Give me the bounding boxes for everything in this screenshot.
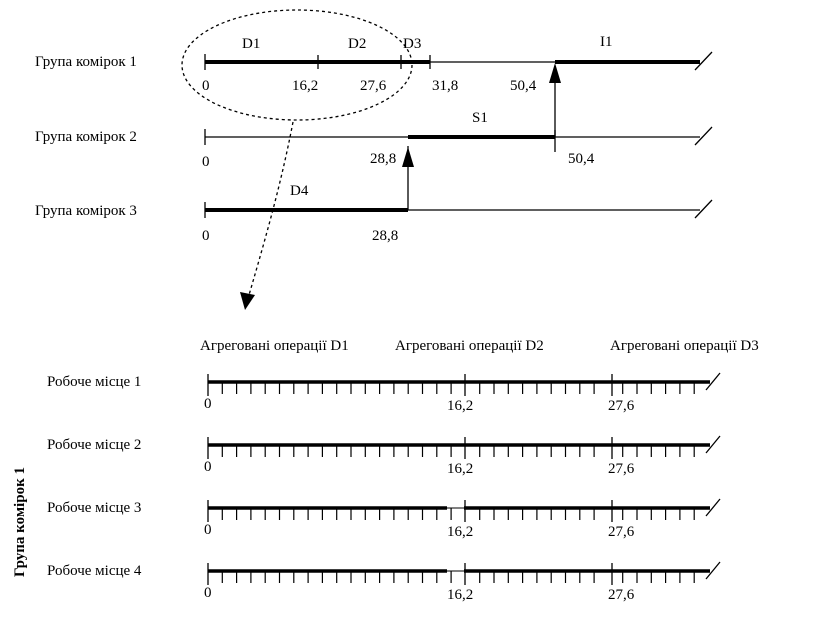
tick-label: 50,4	[510, 78, 537, 94]
tick-label: 0	[204, 522, 212, 538]
tick-label: 28,8	[372, 228, 398, 244]
op-label: D3	[403, 36, 421, 52]
tick-label: 0	[204, 459, 212, 475]
row-label: Робоче місце 2	[47, 437, 141, 453]
tick-label: 0	[204, 396, 212, 412]
tick-label: 16,2	[292, 78, 318, 94]
tick-label: 28,8	[370, 151, 396, 167]
tick-label: 27,6	[608, 398, 635, 414]
break-mark	[705, 372, 721, 391]
tick-label: 0	[202, 154, 210, 170]
top-row-3: Група комірок 3 D4 0 28,8	[35, 183, 713, 244]
zoom-pointer	[246, 121, 294, 303]
break-mark	[694, 199, 713, 219]
section-header: Агреговані операції D2	[395, 338, 544, 354]
op-label: D1	[242, 36, 260, 52]
section-header: Агреговані операції D1	[200, 338, 349, 354]
zoom-ellipse	[181, 9, 413, 121]
op-label: D4	[290, 183, 309, 199]
tick-label: 0	[202, 228, 210, 244]
op-label: I1	[600, 34, 613, 50]
top-row-2: Група комірок 2 S1 0 28,8 50,4	[35, 110, 713, 170]
tick-label: 27,6	[608, 587, 635, 603]
break-mark	[705, 498, 721, 517]
tick-label: 50,4	[568, 151, 595, 167]
tick-label: 16,2	[447, 398, 473, 414]
row-label: Група комірок 2	[35, 129, 137, 145]
arrow-up-icon	[549, 63, 561, 83]
row-label: Група комірок 3	[35, 203, 137, 219]
arrow-up-icon	[402, 147, 414, 167]
tick-label: 27,6	[360, 78, 387, 94]
break-mark	[705, 561, 721, 580]
row-label: Робоче місце 4	[47, 563, 142, 579]
workstation-rows: Робоче місце 1 0 16,2 27,6 Робоче місце 2 0 16…	[47, 372, 721, 603]
tick-label: 0	[202, 78, 210, 94]
op-label: D2	[348, 36, 366, 52]
break-mark	[694, 51, 713, 71]
tick-label: 0	[204, 585, 212, 601]
break-mark	[694, 126, 713, 146]
group-vertical-label: Група комірок 1	[12, 467, 28, 577]
break-mark	[705, 435, 721, 454]
row-label: Робоче місце 3	[47, 500, 141, 516]
tick-label: 31,8	[432, 78, 458, 94]
row-label: Група комірок 1	[35, 54, 137, 70]
arrow-down-icon	[240, 292, 255, 310]
tick-label: 27,6	[608, 461, 635, 477]
tick-label: 16,2	[447, 524, 473, 540]
tick-label: 16,2	[447, 587, 473, 603]
op-label: S1	[472, 110, 488, 126]
row-label: Робоче місце 1	[47, 374, 141, 390]
top-row-1: Група комірок 1 D1 D2 D3 I1 0 16,2 27,6 …	[35, 34, 713, 94]
section-header: Агреговані операції D3	[610, 338, 759, 354]
tick-label: 16,2	[447, 461, 473, 477]
tick-label: 27,6	[608, 524, 635, 540]
